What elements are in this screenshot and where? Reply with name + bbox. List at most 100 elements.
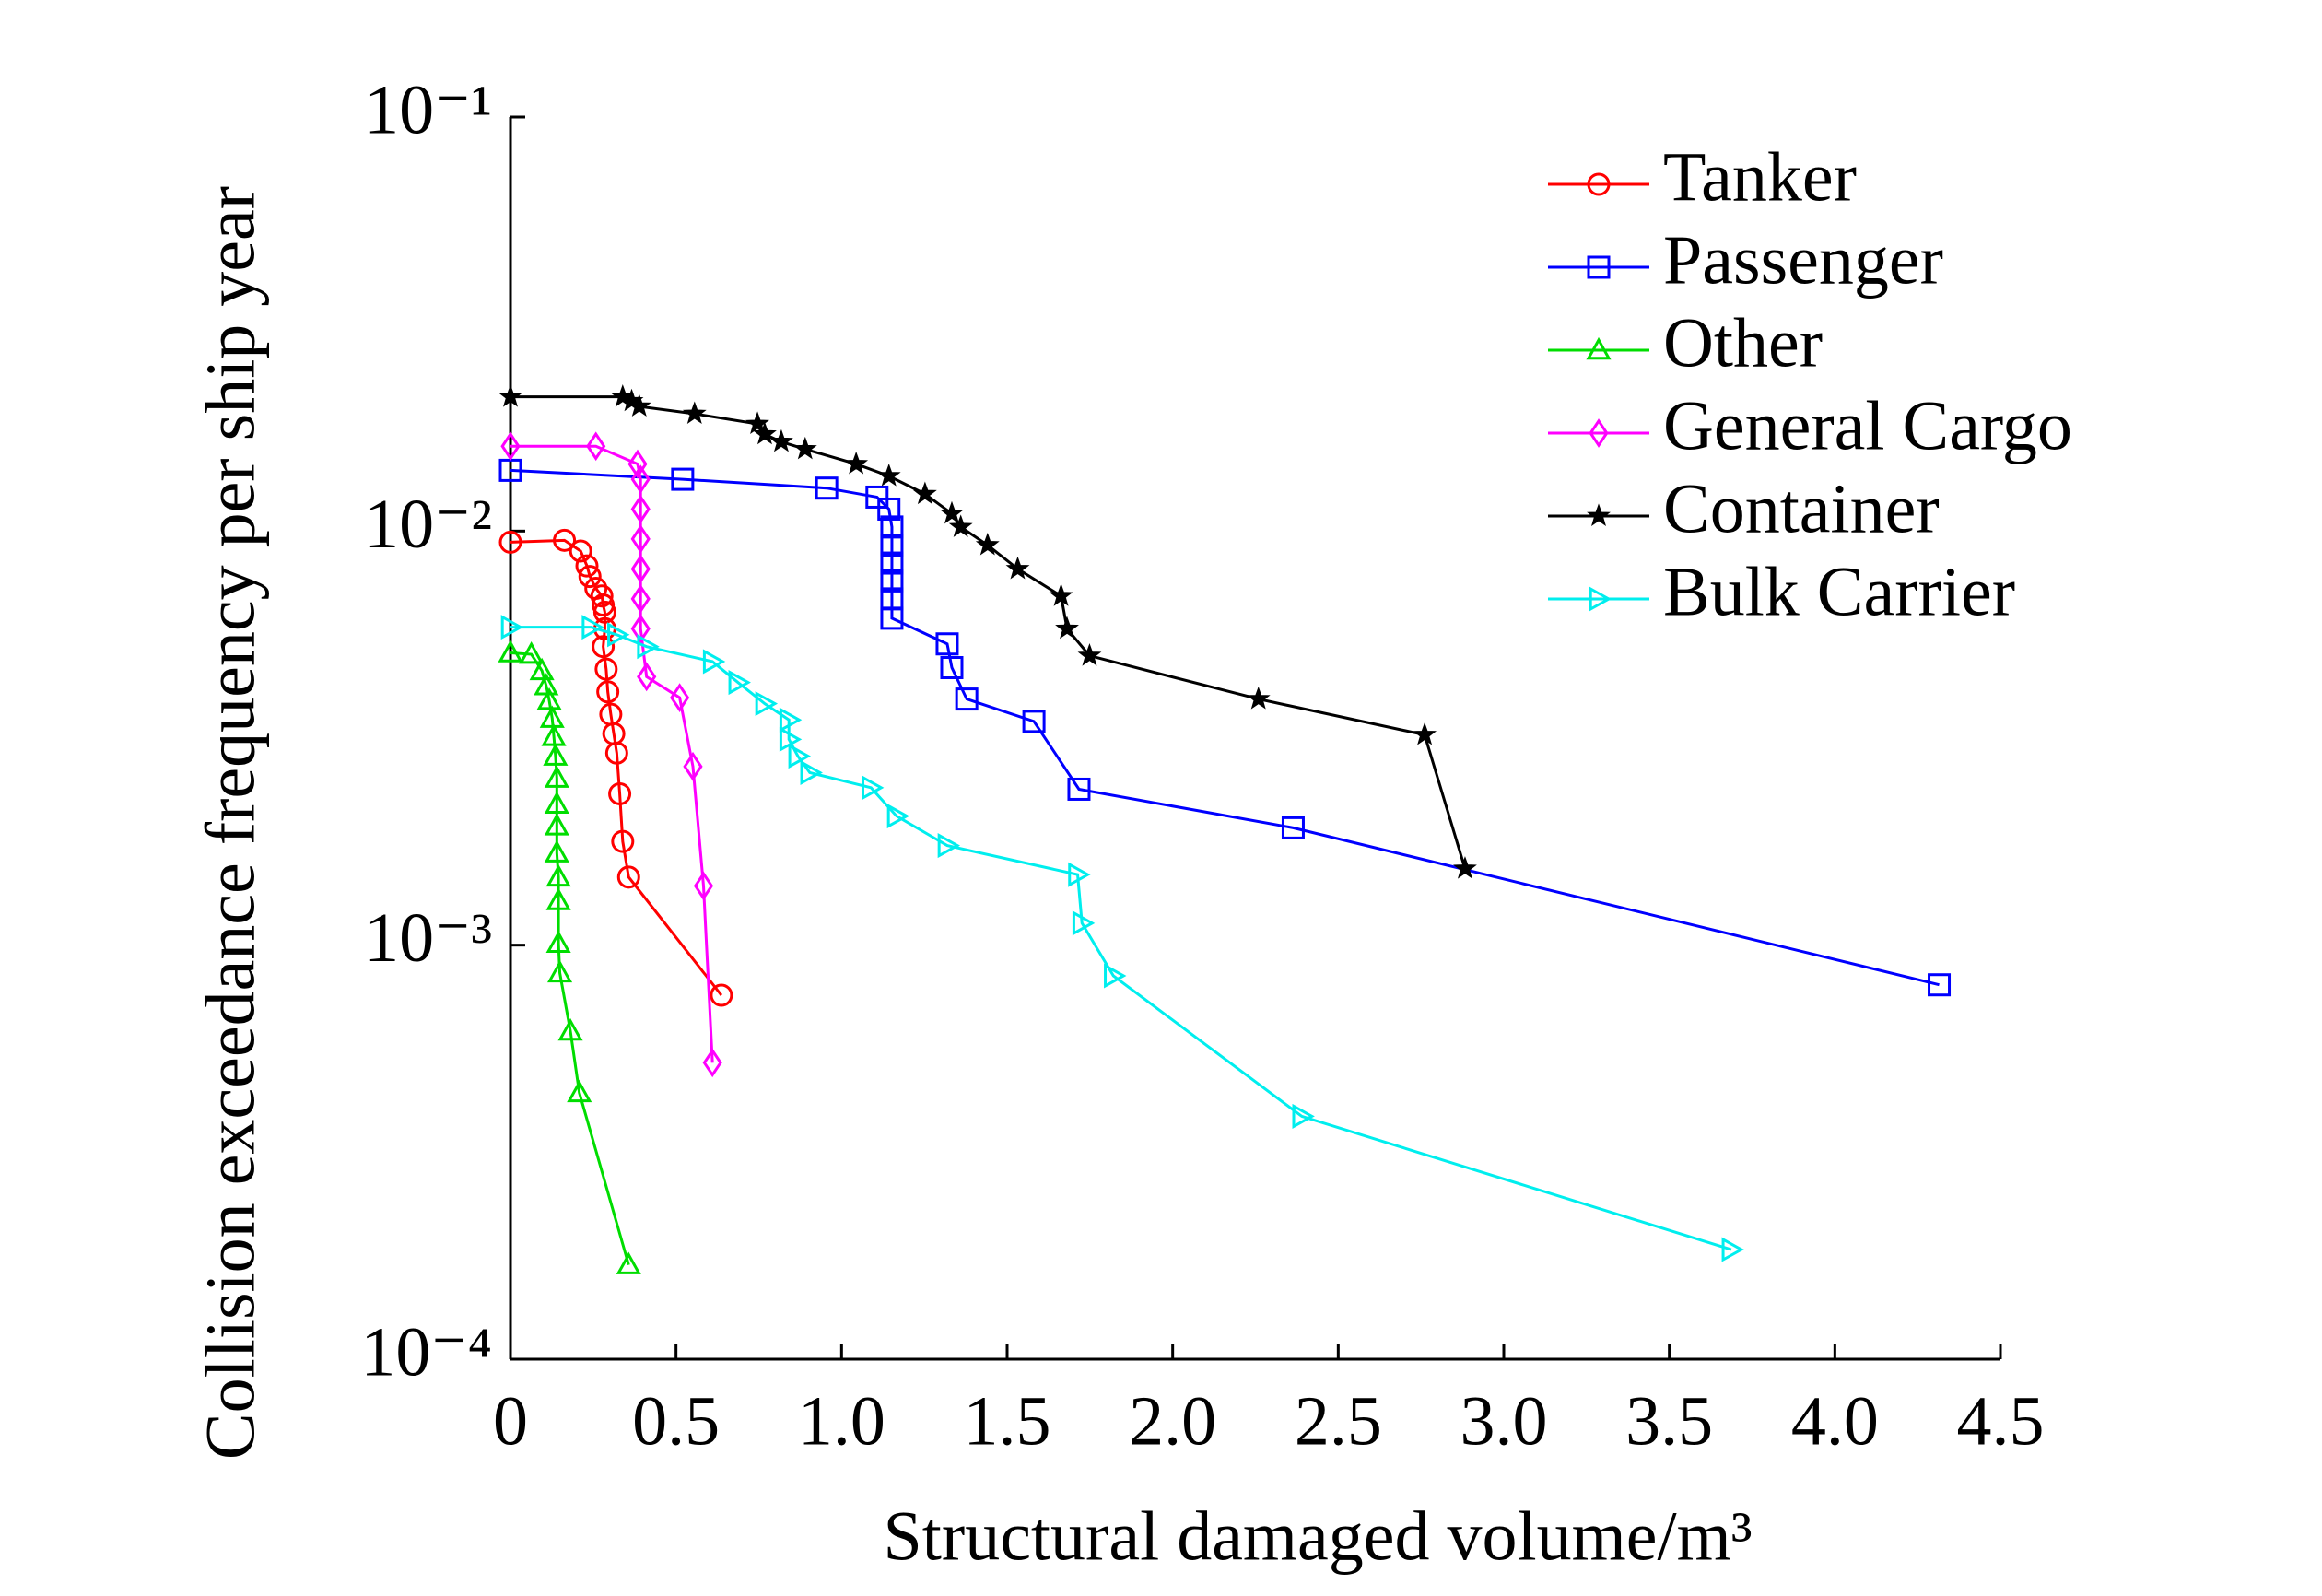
point (611, 829, 635, 853)
point (546, 959, 573, 983)
point (1721, 1237, 1744, 1262)
point (1067, 777, 1091, 801)
x-tick-label: 4.0 (1791, 1382, 1879, 1460)
point (800, 759, 823, 786)
point (877, 497, 901, 521)
point (544, 765, 569, 788)
point (670, 683, 690, 713)
point (1077, 643, 1102, 666)
point (815, 476, 838, 500)
series-line (510, 444, 714, 1063)
point (755, 691, 779, 717)
point (779, 707, 803, 733)
point (569, 539, 592, 563)
y-tick-label: 10⁻⁴ (360, 1313, 492, 1391)
point (1587, 503, 1611, 526)
point (1589, 586, 1612, 612)
y-axis-label: Collision exceedance frequency per ship … (192, 186, 269, 1460)
point (1022, 710, 1046, 733)
point (710, 983, 733, 1007)
point (604, 741, 628, 765)
point (1049, 583, 1073, 606)
point (627, 449, 648, 479)
point (607, 622, 630, 648)
point (616, 865, 640, 889)
point (1246, 687, 1271, 710)
point (545, 930, 571, 954)
point (975, 532, 1000, 556)
point (844, 451, 869, 475)
point (630, 524, 651, 554)
point (630, 583, 651, 614)
point (1005, 556, 1030, 580)
point (728, 670, 751, 696)
series-line (510, 395, 1467, 870)
point (940, 500, 964, 524)
point (627, 393, 651, 417)
legend-label: Passenger (1663, 221, 1943, 299)
point (862, 775, 885, 801)
point (880, 551, 904, 575)
point (630, 554, 651, 584)
point (880, 606, 904, 630)
point (935, 632, 959, 656)
point (637, 634, 660, 660)
point (1587, 255, 1611, 279)
point (865, 485, 889, 509)
point (544, 813, 569, 836)
point (536, 687, 562, 710)
series-line (510, 651, 630, 1266)
point (1292, 1103, 1315, 1129)
y-tick-label: 10⁻³ (364, 899, 492, 977)
point (586, 431, 606, 462)
x-tick-label: 0 (493, 1382, 528, 1460)
point (1589, 418, 1609, 448)
point (1072, 910, 1096, 936)
point (788, 744, 811, 769)
point (616, 1251, 641, 1274)
point (594, 657, 618, 681)
x-tick-label: 2.5 (1295, 1382, 1382, 1460)
x-axis-label: Structural damaged volume/m³ (884, 1497, 1753, 1575)
point (581, 615, 604, 640)
point (498, 530, 522, 554)
point (1586, 336, 1612, 360)
x-tick-label: 3.5 (1625, 1382, 1713, 1460)
point (544, 839, 569, 863)
point (592, 600, 616, 624)
point (498, 384, 522, 407)
legend-label: Other (1663, 304, 1823, 381)
point (557, 1017, 583, 1041)
point (1413, 722, 1437, 745)
x-tick-label: 4.5 (1957, 1382, 2045, 1460)
point (912, 481, 937, 505)
point (544, 791, 569, 814)
x-tick-label: 1.0 (798, 1382, 885, 1460)
point (937, 833, 961, 859)
point (596, 680, 620, 704)
point (553, 528, 577, 552)
point (500, 615, 524, 640)
point (519, 640, 545, 664)
point (543, 743, 569, 766)
point (1068, 862, 1091, 887)
point (671, 467, 695, 491)
point (683, 751, 703, 781)
point (541, 723, 567, 746)
point (630, 614, 651, 644)
point (630, 464, 651, 495)
legend-label: Container (1663, 470, 1940, 547)
y-tick-label: 10⁻² (364, 486, 492, 563)
point (539, 705, 565, 728)
point (792, 436, 817, 460)
point (608, 781, 632, 805)
point (948, 514, 973, 537)
point (682, 401, 707, 425)
point (500, 431, 521, 462)
point (753, 421, 777, 445)
x-tick-label: 2.0 (1129, 1382, 1216, 1460)
point (630, 494, 651, 524)
point (1104, 963, 1127, 989)
point (498, 640, 523, 663)
